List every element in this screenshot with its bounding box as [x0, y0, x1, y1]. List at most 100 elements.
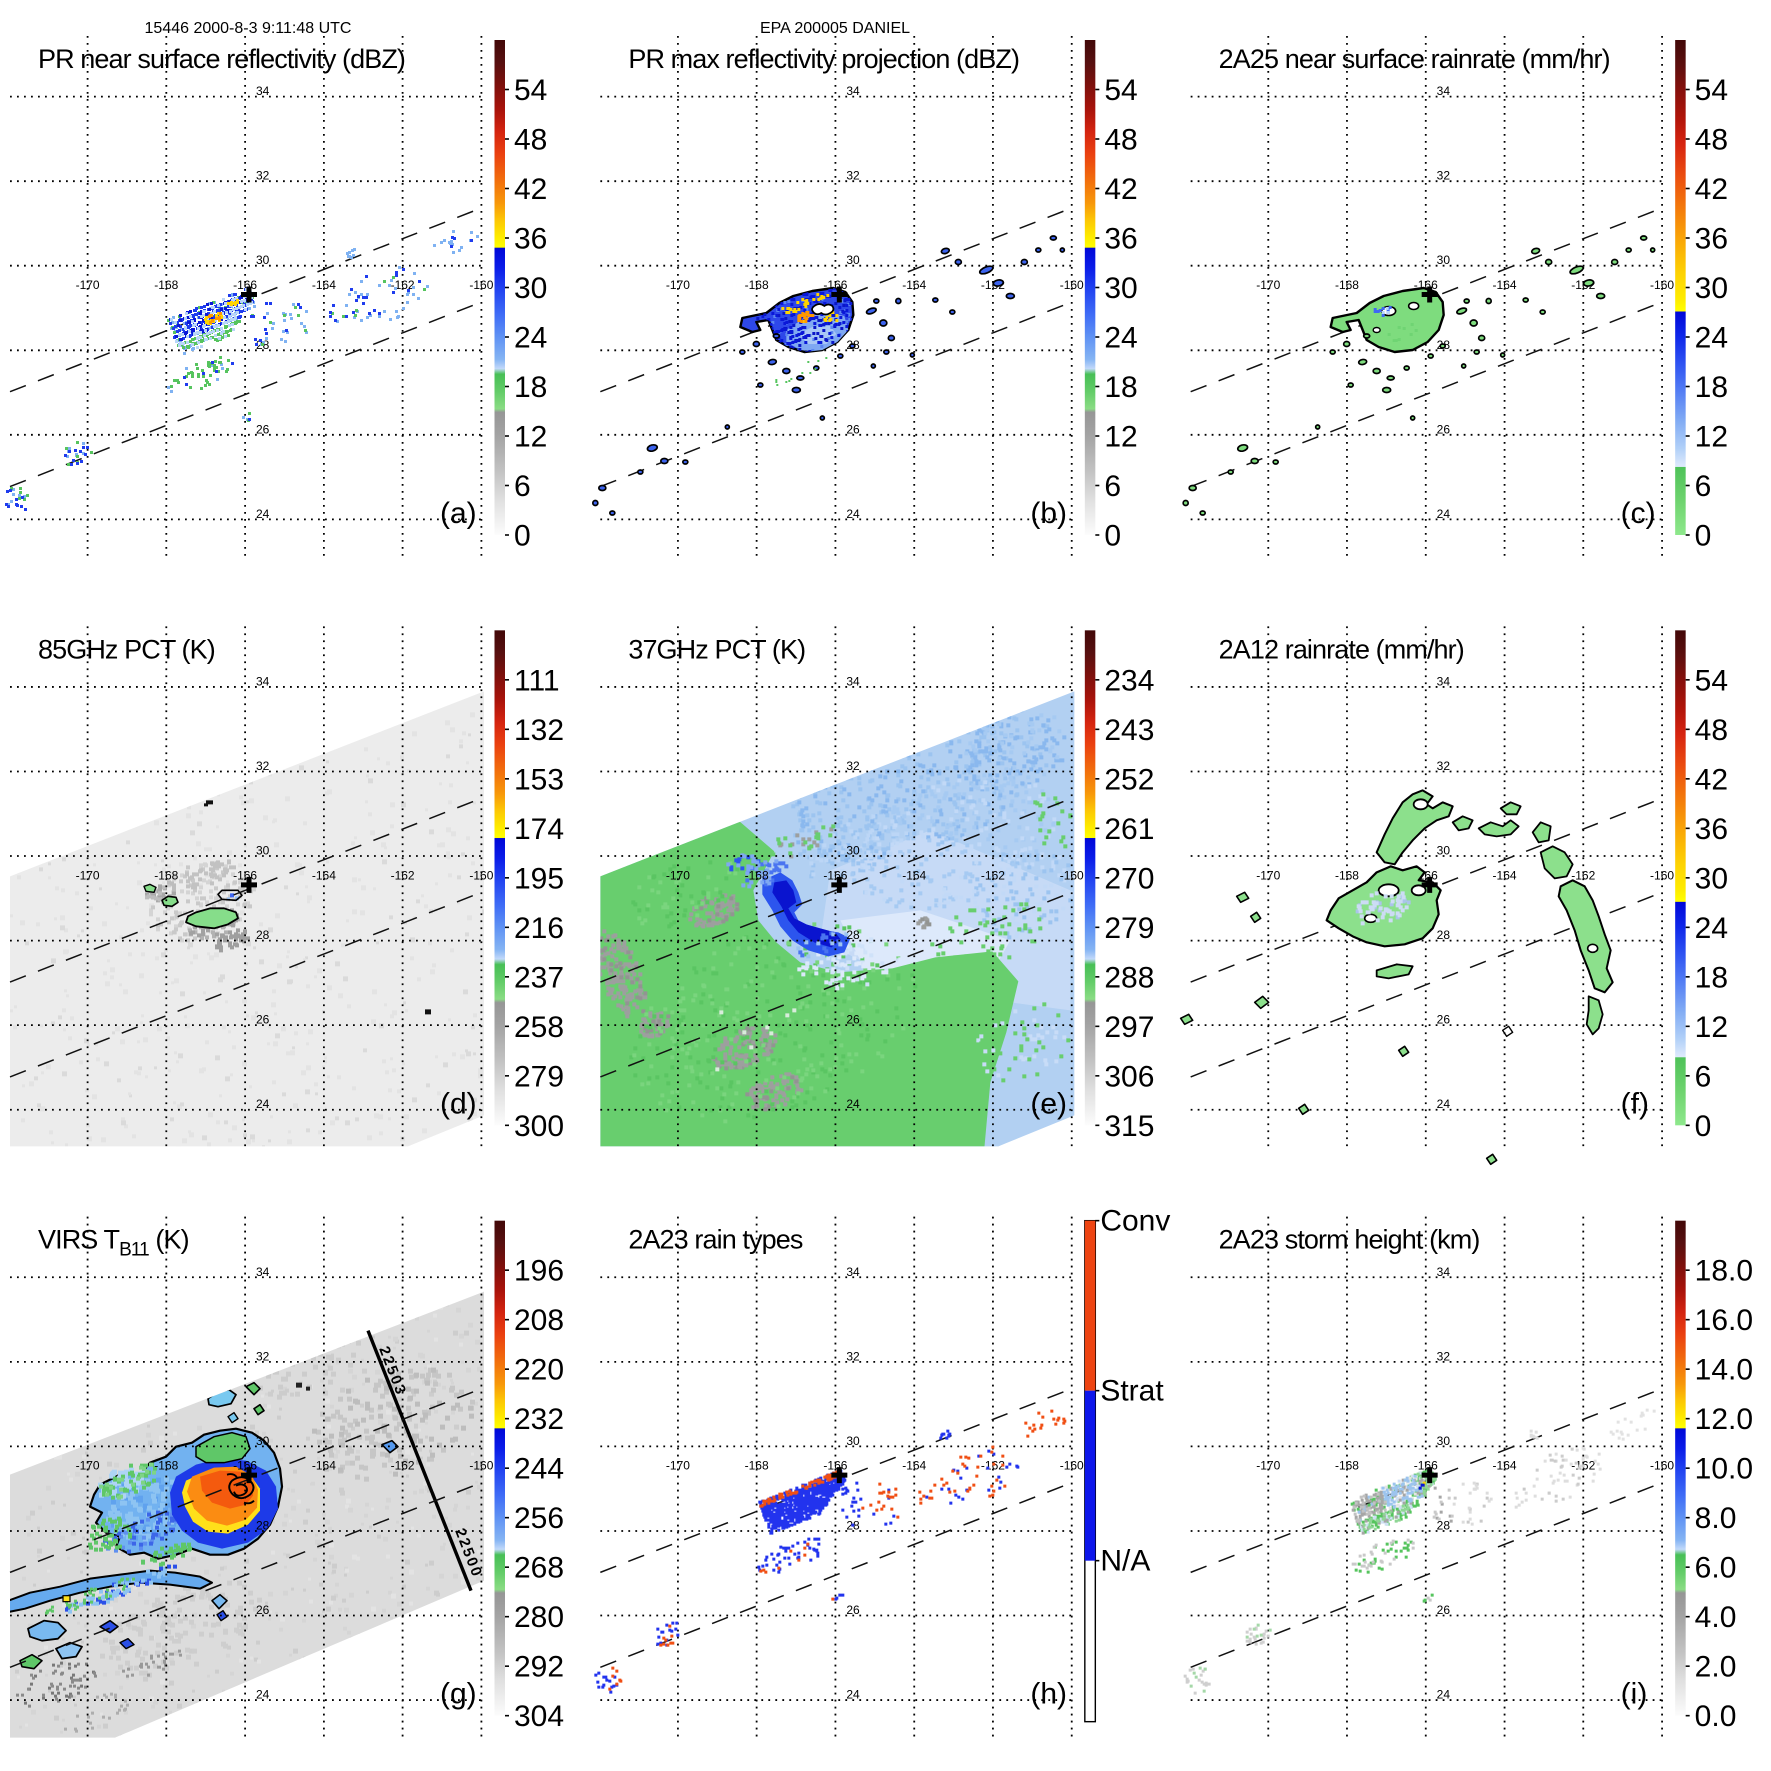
svg-text:28: 28 — [846, 928, 860, 942]
svg-text:54: 54 — [514, 74, 547, 107]
svg-text:-170: -170 — [76, 278, 100, 292]
svg-text:16.0: 16.0 — [1695, 1304, 1753, 1337]
svg-text:34: 34 — [1437, 1265, 1451, 1279]
svg-text:24: 24 — [846, 1097, 860, 1111]
svg-text:-160: -160 — [1650, 868, 1674, 882]
svg-text:28: 28 — [1437, 928, 1451, 942]
svg-text:34: 34 — [846, 674, 860, 688]
svg-text:-164: -164 — [1493, 278, 1517, 292]
svg-text:28: 28 — [1437, 1518, 1451, 1532]
svg-text:-162: -162 — [391, 1459, 415, 1473]
svg-text:(h): (h) — [1030, 1678, 1067, 1711]
svg-text:26: 26 — [1437, 1013, 1451, 1027]
svg-text:2A23 rain types: 2A23 rain types — [628, 1225, 803, 1255]
svg-text:26: 26 — [256, 1603, 270, 1617]
svg-text:EPA 200005 DANIEL: EPA 200005 DANIEL — [760, 20, 910, 37]
svg-text:279: 279 — [514, 1060, 564, 1093]
svg-text:24: 24 — [1437, 1097, 1451, 1111]
svg-text:292: 292 — [514, 1651, 564, 1684]
svg-text:0: 0 — [1104, 520, 1121, 553]
svg-text:30: 30 — [514, 272, 547, 305]
svg-text:234: 234 — [1104, 664, 1154, 697]
svg-text:0: 0 — [1695, 520, 1712, 553]
svg-text:PR max reflectivity projection: PR max reflectivity projection (dBZ) — [628, 44, 1019, 74]
svg-text:30: 30 — [1437, 844, 1451, 858]
svg-text:(i): (i) — [1621, 1678, 1648, 1711]
svg-text:14.0: 14.0 — [1695, 1354, 1753, 1387]
svg-text:N/A: N/A — [1100, 1545, 1150, 1578]
svg-text:18: 18 — [1104, 371, 1137, 404]
svg-text:0: 0 — [1695, 1110, 1712, 1143]
svg-text:-162: -162 — [1571, 868, 1595, 882]
svg-text:196: 196 — [514, 1255, 564, 1288]
svg-text:6.0: 6.0 — [1695, 1552, 1737, 1585]
svg-text:15446 2000-8-3 9:11:48 UTC: 15446 2000-8-3 9:11:48 UTC — [145, 20, 352, 37]
svg-text:0: 0 — [514, 520, 531, 553]
svg-text:34: 34 — [256, 84, 270, 98]
svg-text:30: 30 — [846, 1434, 860, 1448]
svg-text:315: 315 — [1104, 1110, 1154, 1143]
svg-text:(g): (g) — [440, 1678, 477, 1711]
svg-text:6: 6 — [514, 470, 531, 503]
svg-text:12: 12 — [1695, 1011, 1728, 1044]
svg-text:132: 132 — [514, 714, 564, 747]
svg-text:-160: -160 — [1650, 278, 1674, 292]
svg-text:(a): (a) — [440, 497, 477, 530]
svg-text:-160: -160 — [1650, 1459, 1674, 1473]
svg-text:30: 30 — [1695, 862, 1728, 895]
svg-text:-168: -168 — [154, 278, 178, 292]
svg-text:208: 208 — [514, 1304, 564, 1337]
svg-text:28: 28 — [256, 1518, 270, 1532]
svg-text:280: 280 — [514, 1601, 564, 1634]
svg-text:-166: -166 — [823, 1459, 847, 1473]
svg-text:34: 34 — [846, 84, 860, 98]
svg-text:26: 26 — [256, 422, 270, 436]
svg-text:-168: -168 — [1335, 278, 1359, 292]
svg-text:(e): (e) — [1030, 1087, 1067, 1120]
svg-text:-170: -170 — [1256, 278, 1280, 292]
svg-text:-166: -166 — [233, 868, 257, 882]
svg-text:-168: -168 — [745, 1459, 769, 1473]
svg-text:36: 36 — [1104, 223, 1137, 256]
svg-text:36: 36 — [1695, 813, 1728, 846]
svg-text:26: 26 — [1437, 422, 1451, 436]
svg-text:37GHz PCT (K): 37GHz PCT (K) — [628, 634, 805, 664]
svg-text:32: 32 — [256, 1349, 270, 1363]
svg-text:30: 30 — [1104, 272, 1137, 305]
svg-text:243: 243 — [1104, 714, 1154, 747]
svg-text:10.0: 10.0 — [1695, 1453, 1753, 1486]
svg-text:8.0: 8.0 — [1695, 1502, 1737, 1535]
svg-text:270: 270 — [1104, 862, 1154, 895]
svg-text:-160: -160 — [1060, 278, 1084, 292]
svg-text:-166: -166 — [233, 1459, 257, 1473]
svg-text:30: 30 — [846, 253, 860, 267]
svg-text:2A23 storm height (km): 2A23 storm height (km) — [1219, 1225, 1480, 1255]
svg-text:32: 32 — [1437, 1349, 1451, 1363]
svg-text:-164: -164 — [902, 278, 926, 292]
svg-text:6: 6 — [1104, 470, 1121, 503]
svg-text:32: 32 — [846, 759, 860, 773]
svg-text:26: 26 — [846, 1013, 860, 1027]
svg-text:Strat: Strat — [1100, 1375, 1164, 1408]
svg-text:-162: -162 — [391, 868, 415, 882]
svg-text:48: 48 — [1695, 124, 1728, 157]
svg-text:26: 26 — [846, 1603, 860, 1617]
svg-text:34: 34 — [1437, 674, 1451, 688]
svg-text:18: 18 — [514, 371, 547, 404]
svg-text:-168: -168 — [1335, 1459, 1359, 1473]
svg-text:-168: -168 — [745, 868, 769, 882]
svg-text:4.0: 4.0 — [1695, 1601, 1737, 1634]
svg-text:24: 24 — [256, 507, 270, 521]
svg-text:32: 32 — [846, 169, 860, 183]
svg-text:48: 48 — [1104, 124, 1137, 157]
svg-text:34: 34 — [256, 674, 270, 688]
svg-text:-160: -160 — [469, 868, 493, 882]
svg-text:174: 174 — [514, 813, 564, 846]
svg-text:24: 24 — [1437, 1688, 1451, 1702]
svg-text:18: 18 — [1695, 371, 1728, 404]
svg-text:24: 24 — [1695, 912, 1728, 945]
svg-text:306: 306 — [1104, 1060, 1154, 1093]
svg-text:-162: -162 — [981, 868, 1005, 882]
svg-text:-164: -164 — [1493, 1459, 1517, 1473]
svg-text:-170: -170 — [76, 868, 100, 882]
